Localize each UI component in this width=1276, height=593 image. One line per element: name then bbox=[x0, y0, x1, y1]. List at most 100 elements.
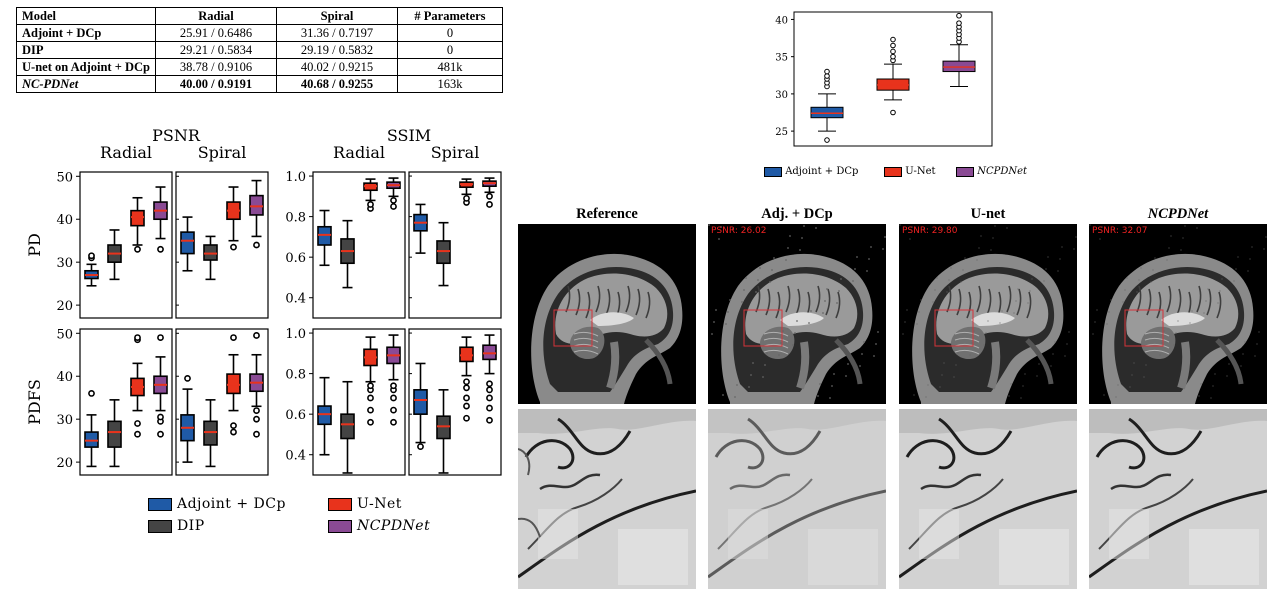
outlier-point bbox=[486, 201, 493, 208]
brainstem bbox=[1177, 341, 1191, 390]
noise-speck bbox=[971, 342, 973, 344]
outlier-point bbox=[134, 334, 141, 341]
y-tick-label: 30 bbox=[775, 90, 788, 101]
noise-speck bbox=[1168, 247, 1170, 249]
box-ncpdnet bbox=[153, 334, 168, 438]
sulcus bbox=[785, 285, 791, 313]
y-tick-label: 0.4 bbox=[285, 449, 306, 464]
noise-speck bbox=[920, 299, 922, 301]
outlier-point bbox=[253, 430, 260, 438]
outlier-point bbox=[890, 109, 896, 116]
subplot-ssim-pdfs-spiral bbox=[408, 328, 502, 476]
noise-speck bbox=[773, 257, 775, 259]
sulcus bbox=[1176, 288, 1182, 316]
box-iqr bbox=[482, 344, 497, 361]
y-tick-label: 50 bbox=[56, 327, 73, 342]
outlier-point bbox=[890, 42, 896, 49]
noise-speck bbox=[1008, 395, 1010, 397]
noise-speck bbox=[829, 397, 831, 399]
noise-speck bbox=[1133, 362, 1135, 364]
outlier-point bbox=[956, 12, 962, 19]
corpus-callosum bbox=[780, 312, 824, 326]
y-tick-label: 20 bbox=[56, 456, 73, 471]
outlier-point bbox=[486, 416, 493, 424]
box-iqr bbox=[180, 231, 195, 255]
table-cell-params: 481k bbox=[396, 58, 503, 76]
box-adjoint bbox=[180, 374, 195, 463]
noise-speck bbox=[927, 384, 929, 386]
subplot-ssim-pd-spiral bbox=[408, 171, 502, 319]
noise-speck bbox=[766, 352, 768, 354]
table-cell-params: 0 bbox=[396, 24, 503, 42]
noise-speck bbox=[976, 259, 978, 261]
cerebellum-fold bbox=[763, 337, 789, 343]
cerebellum-fold bbox=[573, 349, 599, 355]
outlier-point bbox=[253, 241, 260, 249]
outlier-point bbox=[253, 332, 260, 339]
y-tick-label: 0.8 bbox=[285, 211, 306, 226]
tentorium-line bbox=[518, 489, 696, 579]
box-unet bbox=[363, 336, 378, 426]
box-dip bbox=[203, 399, 218, 468]
zoom-crop-image bbox=[1089, 409, 1267, 589]
noise-overlay bbox=[1089, 224, 1267, 399]
tentorium-line bbox=[899, 489, 1077, 579]
fine-detail bbox=[518, 448, 541, 538]
table-header-row: Model Radial Spiral # Parameters bbox=[16, 7, 503, 25]
noise-speck bbox=[990, 249, 992, 251]
noise-speck bbox=[1022, 385, 1024, 387]
box-iqr bbox=[340, 413, 355, 440]
noise-speck bbox=[845, 375, 847, 377]
noise-speck bbox=[999, 322, 1001, 324]
noise-speck bbox=[913, 394, 915, 396]
noise-speck bbox=[734, 396, 736, 398]
noise-speck bbox=[1221, 278, 1223, 280]
head-anatomy bbox=[912, 253, 1064, 404]
noise-speck bbox=[948, 279, 950, 281]
noise-speck bbox=[1212, 385, 1214, 387]
mri-zoom-unet bbox=[899, 409, 1077, 589]
subplot-frame bbox=[175, 328, 269, 476]
face-tissue bbox=[1215, 338, 1244, 385]
box-adjoint bbox=[84, 390, 99, 468]
top-legend-label-ncpdnet: NCPDNet bbox=[977, 166, 1028, 177]
noise-speck bbox=[799, 249, 801, 251]
column-label-ssim-radial: Radial bbox=[333, 143, 385, 162]
roi-box bbox=[553, 309, 593, 347]
sulcus bbox=[645, 291, 651, 319]
noise-speck bbox=[1122, 301, 1124, 303]
box-dip bbox=[203, 235, 218, 281]
noise-speck bbox=[1073, 248, 1075, 250]
box-iqr bbox=[130, 209, 145, 227]
y-tick-label: 0.6 bbox=[285, 251, 306, 266]
table-header-spiral: Spiral bbox=[275, 7, 398, 25]
y-tick-label: 25 bbox=[775, 127, 788, 138]
outlier-point bbox=[463, 384, 470, 392]
noise-speck bbox=[957, 352, 959, 354]
noise-speck bbox=[722, 394, 724, 396]
sulcus-curve bbox=[747, 417, 822, 456]
tentorium-line bbox=[708, 489, 886, 579]
legend-item-adjoint: Adjoint + DCp bbox=[148, 496, 286, 512]
noise-overlay bbox=[708, 224, 886, 399]
sulcus bbox=[986, 288, 992, 316]
box-iqr bbox=[226, 373, 241, 395]
cerebellum-fold bbox=[954, 331, 980, 337]
subplot-frame bbox=[79, 328, 173, 476]
mri-panel-adjoint: PSNR: 26.02 bbox=[708, 224, 886, 404]
box-ncpdnet bbox=[249, 179, 264, 249]
zoom-crop-image bbox=[518, 409, 696, 589]
noise-speck bbox=[936, 277, 938, 279]
roi-box bbox=[1124, 309, 1164, 347]
outlier-point bbox=[463, 394, 470, 402]
noise-speck bbox=[987, 320, 989, 322]
noise-speck bbox=[803, 225, 805, 227]
legend-label-unet: U-Net bbox=[356, 496, 402, 512]
top-legend-swatch-adjoint bbox=[764, 166, 782, 177]
upper-region bbox=[899, 409, 1077, 434]
noise-speck bbox=[978, 247, 980, 249]
noise-speck bbox=[1138, 279, 1140, 281]
noise-speck bbox=[992, 237, 994, 239]
noise-speck bbox=[1099, 238, 1101, 240]
